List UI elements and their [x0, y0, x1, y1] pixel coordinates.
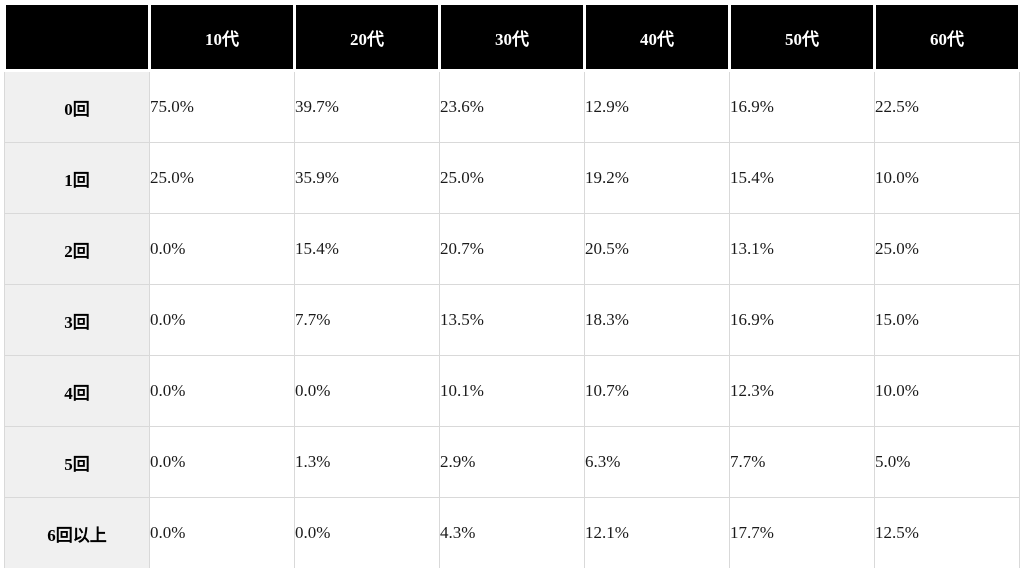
column-header-30s: 30代	[438, 2, 586, 72]
column-header-20s: 20代	[293, 2, 441, 72]
cell-value: 10.0%	[874, 142, 1020, 214]
cell-value: 15.4%	[294, 213, 440, 285]
cell-value: 12.5%	[874, 497, 1020, 568]
row-header-6: 6回以上	[4, 497, 150, 568]
row-header-4: 4回	[4, 355, 150, 427]
cell-value: 20.5%	[584, 213, 730, 285]
cell-value: 25.0%	[874, 213, 1020, 285]
cell-value: 0.0%	[149, 213, 295, 285]
row-header-2: 2回	[4, 213, 150, 285]
cell-value: 2.9%	[439, 426, 585, 498]
cell-value: 15.4%	[729, 142, 875, 214]
row-header-5: 5回	[4, 426, 150, 498]
cell-value: 7.7%	[729, 426, 875, 498]
cell-value: 5.0%	[874, 426, 1020, 498]
cell-value: 7.7%	[294, 284, 440, 356]
cell-value: 35.9%	[294, 142, 440, 214]
cell-value: 13.1%	[729, 213, 875, 285]
table-row: 0回 75.0% 39.7% 23.6% 12.9% 16.9% 22.5%	[4, 70, 1020, 143]
cell-value: 10.0%	[874, 355, 1020, 427]
cell-value: 15.0%	[874, 284, 1020, 356]
cell-value: 16.9%	[729, 284, 875, 356]
cell-value: 10.1%	[439, 355, 585, 427]
cell-value: 0.0%	[294, 497, 440, 568]
column-header-40s: 40代	[583, 2, 731, 72]
cell-value: 25.0%	[439, 142, 585, 214]
cell-value: 19.2%	[584, 142, 730, 214]
cell-value: 20.7%	[439, 213, 585, 285]
cell-value: 39.7%	[294, 70, 440, 143]
table-row: 5回 0.0% 1.3% 2.9% 6.3% 7.7% 5.0%	[4, 426, 1020, 498]
table-row: 3回 0.0% 7.7% 13.5% 18.3% 16.9% 15.0%	[4, 284, 1020, 356]
cell-value: 22.5%	[874, 70, 1020, 143]
cell-value: 0.0%	[149, 426, 295, 498]
header-row: 10代 20代 30代 40代 50代 60代	[3, 2, 1021, 72]
cell-value: 23.6%	[439, 70, 585, 143]
table-row: 6回以上 0.0% 0.0% 4.3% 12.1% 17.7% 12.5%	[4, 497, 1020, 568]
cell-value: 12.3%	[729, 355, 875, 427]
row-header-3: 3回	[4, 284, 150, 356]
cell-value: 16.9%	[729, 70, 875, 143]
cell-value: 75.0%	[149, 70, 295, 143]
table-row: 2回 0.0% 15.4% 20.7% 20.5% 13.1% 25.0%	[4, 213, 1020, 285]
cell-value: 12.9%	[584, 70, 730, 143]
frequency-by-age-table: 10代 20代 30代 40代 50代 60代 0回 75.0% 39.7% 2…	[3, 2, 1021, 568]
column-header-10s: 10代	[148, 2, 296, 72]
cell-value: 4.3%	[439, 497, 585, 568]
cell-value: 18.3%	[584, 284, 730, 356]
cell-value: 0.0%	[149, 284, 295, 356]
column-header-50s: 50代	[728, 2, 876, 72]
cell-value: 25.0%	[149, 142, 295, 214]
corner-cell	[3, 2, 151, 72]
table-row: 1回 25.0% 35.9% 25.0% 19.2% 15.4% 10.0%	[4, 142, 1020, 214]
cell-value: 10.7%	[584, 355, 730, 427]
cell-value: 0.0%	[149, 497, 295, 568]
cell-value: 17.7%	[729, 497, 875, 568]
table-row: 4回 0.0% 0.0% 10.1% 10.7% 12.3% 10.0%	[4, 355, 1020, 427]
cell-value: 1.3%	[294, 426, 440, 498]
cell-value: 13.5%	[439, 284, 585, 356]
cell-value: 12.1%	[584, 497, 730, 568]
cell-value: 0.0%	[294, 355, 440, 427]
row-header-1: 1回	[4, 142, 150, 214]
cell-value: 0.0%	[149, 355, 295, 427]
row-header-0: 0回	[4, 70, 150, 143]
column-header-60s: 60代	[873, 2, 1021, 72]
cell-value: 6.3%	[584, 426, 730, 498]
